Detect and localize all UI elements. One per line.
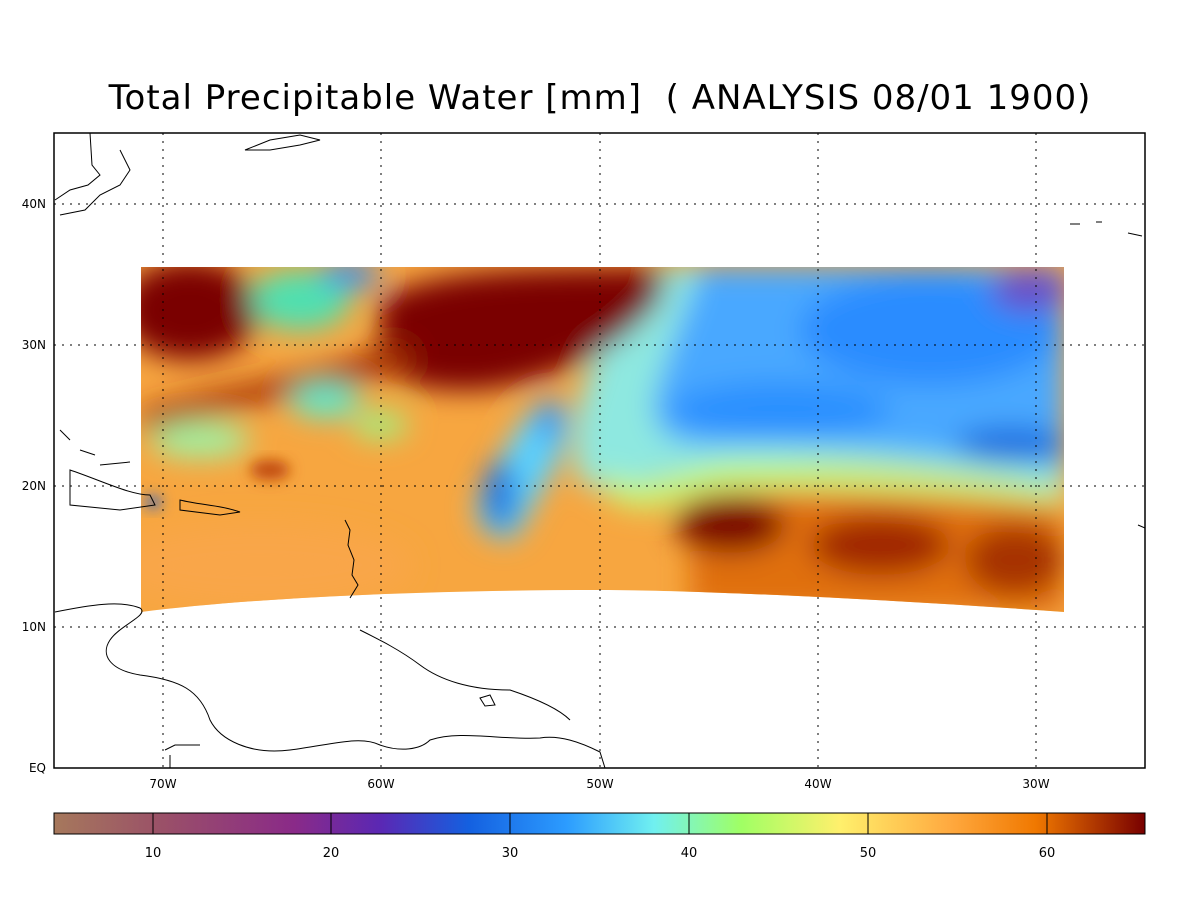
colorbar-label-50: 50 <box>860 846 877 861</box>
colorbar: 10 20 30 40 50 60 <box>53 812 1146 861</box>
lon-label-30w: 30W <box>1022 777 1049 791</box>
colorbar-label-40: 40 <box>681 846 698 861</box>
longitude-labels: 70W 60W 50W 40W 30W <box>149 777 1049 791</box>
lat-label-10n: 10N <box>22 620 46 634</box>
latitude-labels: 40N 30N 20N 10N EQ <box>22 197 46 775</box>
lat-label-eq: EQ <box>29 761 46 775</box>
map-title: Total Precipitable Water [mm] ( ANALYSIS… <box>108 78 1092 118</box>
colorbar-label-30: 30 <box>502 846 519 861</box>
colorbar-ticks <box>152 813 1048 834</box>
lon-label-60w: 60W <box>367 777 394 791</box>
coastlines <box>54 132 1146 769</box>
lat-label-20n: 20N <box>22 479 46 493</box>
lon-label-50w: 50W <box>586 777 613 791</box>
lon-label-40w: 40W <box>804 777 831 791</box>
tpw-field <box>141 267 1064 612</box>
colorbar-gradient <box>53 812 1146 835</box>
graticule <box>54 133 1145 768</box>
lat-label-40n: 40N <box>22 197 46 211</box>
colorbar-label-20: 20 <box>323 846 340 861</box>
colorbar-label-60: 60 <box>1039 846 1056 861</box>
lat-label-30n: 30N <box>22 338 46 352</box>
colorbar-label-10: 10 <box>145 846 162 861</box>
lon-label-70w: 70W <box>149 777 176 791</box>
